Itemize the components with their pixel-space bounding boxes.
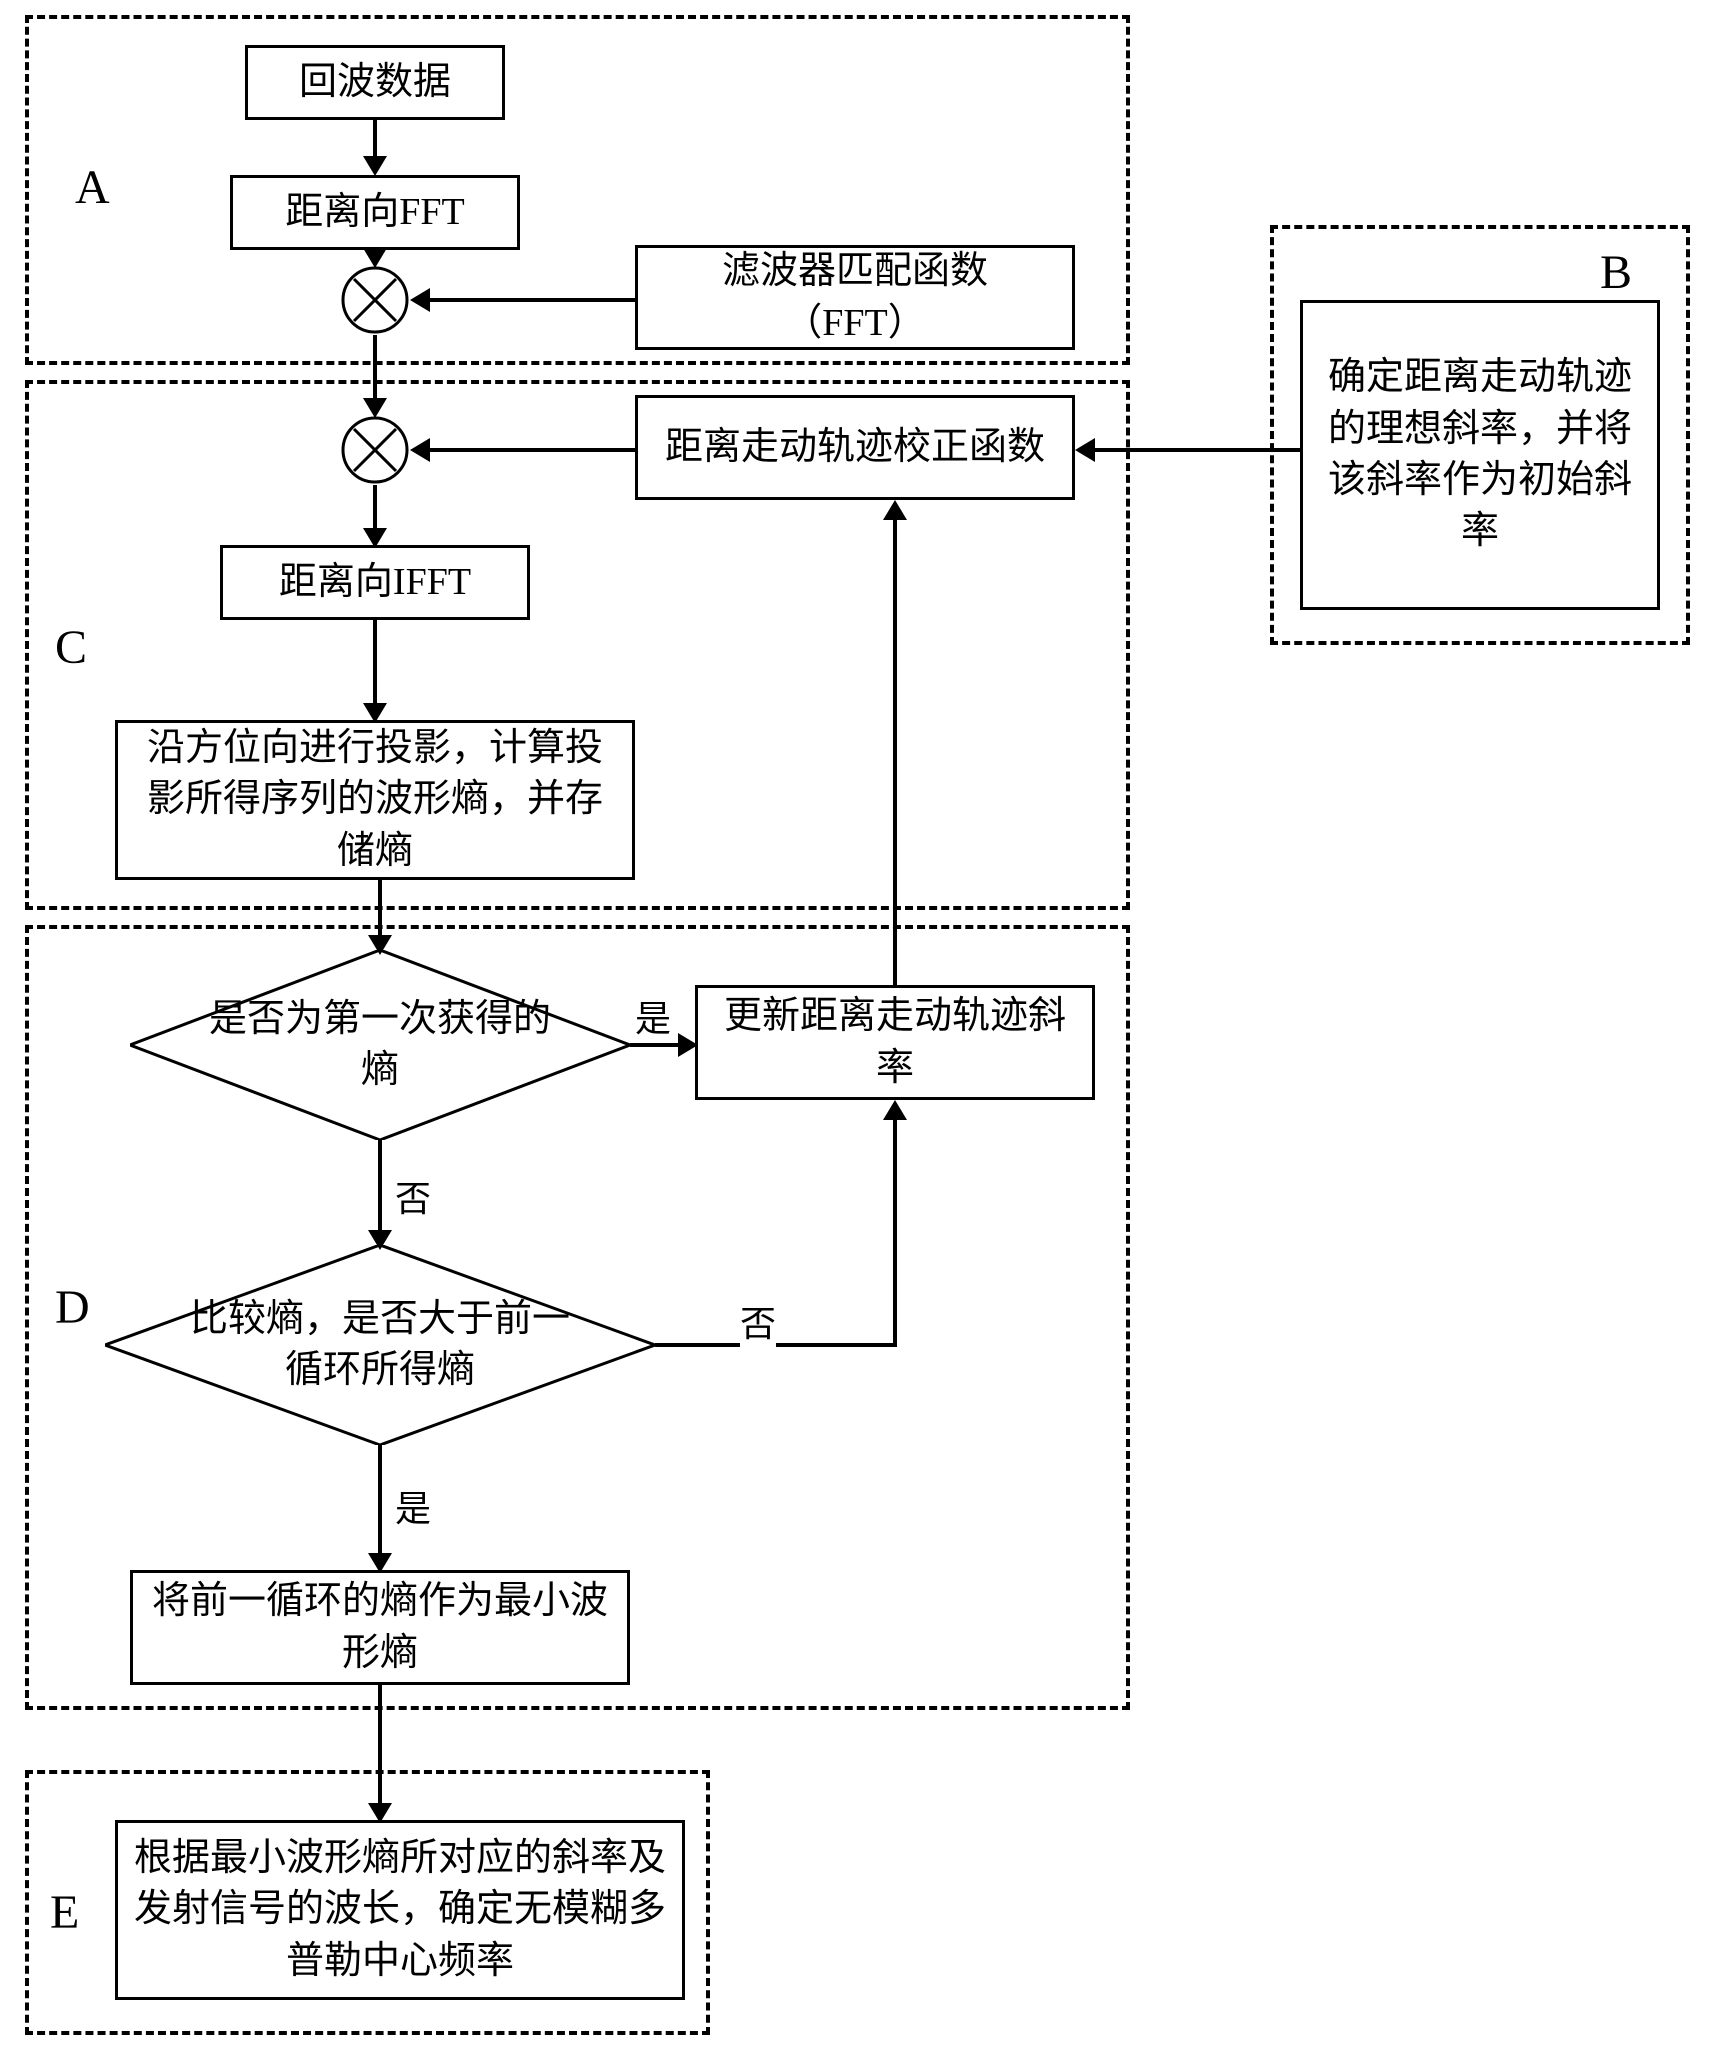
region-a-label: A (75, 160, 110, 215)
edge-d1-no-label: 否 (395, 1170, 431, 1222)
region-e-label: E (50, 1885, 79, 1940)
decision-compare-entropy: 比较熵，是否大于前一循环所得熵 (105, 1245, 655, 1445)
edge-echo-to-fft-head (363, 156, 387, 176)
edge-mult1-to-mult2-head (363, 398, 387, 418)
multiply-node-2 (340, 415, 410, 485)
edge-mult2-to-ifft-head (363, 528, 387, 548)
edge-mult1-to-mult2 (373, 335, 377, 400)
decision-first-entropy: 是否为第一次获得的熵 (130, 950, 630, 1140)
edge-echo-to-fft (373, 120, 377, 158)
edge-filter-to-mult1-head (410, 288, 430, 312)
decision-compare-entropy-text: 比较熵，是否大于前一循环所得熵 (105, 1245, 655, 1445)
edge-proj-to-d1-head (368, 935, 392, 955)
box-project-entropy: 沿方位向进行投影，计算投影所得序列的波形熵，并存储熵 (115, 720, 635, 880)
edge-ifft-to-proj (373, 620, 377, 705)
box-range-ifft: 距离向IFFT (220, 545, 530, 620)
edge-d2-no-label: 否 (740, 1295, 776, 1347)
edge-proj-to-d1 (378, 880, 382, 938)
edge-init-to-corr-head (1075, 438, 1095, 462)
edge-d1-no (378, 1140, 382, 1235)
multiply-node-1 (340, 265, 410, 335)
box-final: 根据最小波形熵所对应的斜率及发射信号的波长，确定无模糊多普勒中心频率 (115, 1820, 685, 2000)
edge-d2-yes (378, 1445, 382, 1555)
box-init-slope: 确定距离走动轨迹的理想斜率，并将该斜率作为初始斜率 (1300, 300, 1660, 610)
edge-corr-to-mult2 (430, 448, 635, 452)
region-d-label: D (55, 1280, 90, 1335)
edge-filter-to-mult1 (430, 298, 635, 302)
edge-fft-to-mult1-head (363, 248, 387, 268)
edge-d2-no-head (883, 1100, 907, 1120)
region-c-label: C (55, 620, 87, 675)
edge-update-to-corr (893, 520, 897, 985)
edge-prev-to-final-head (368, 1803, 392, 1823)
box-corr-fn: 距离走动轨迹校正函数 (635, 395, 1075, 500)
edge-d2-no-v (893, 1118, 897, 1347)
edge-d1-yes (630, 1043, 680, 1047)
edge-init-to-corr (1095, 448, 1300, 452)
edge-d2-yes-label: 是 (395, 1480, 431, 1532)
edge-d1-yes-head (678, 1033, 698, 1057)
edge-ifft-to-proj-head (363, 703, 387, 723)
box-range-fft: 距离向FFT (230, 175, 520, 250)
box-echo-data: 回波数据 (245, 45, 505, 120)
edge-update-to-corr-head (883, 500, 907, 520)
box-update-slope: 更新距离走动轨迹斜率 (695, 985, 1095, 1100)
edge-d1-yes-label: 是 (635, 990, 671, 1042)
decision-first-entropy-text: 是否为第一次获得的熵 (130, 950, 630, 1140)
region-b-label: B (1600, 245, 1632, 300)
edge-corr-to-mult2-head (410, 438, 430, 462)
edge-d1-no-head (368, 1230, 392, 1250)
edge-prev-to-final (378, 1685, 382, 1805)
box-filter-match: 滤波器匹配函数 （FFT） (635, 245, 1075, 350)
box-prev-min: 将前一循环的熵作为最小波形熵 (130, 1570, 630, 1685)
edge-d2-yes-head (368, 1553, 392, 1573)
edge-mult2-to-ifft (373, 485, 377, 530)
